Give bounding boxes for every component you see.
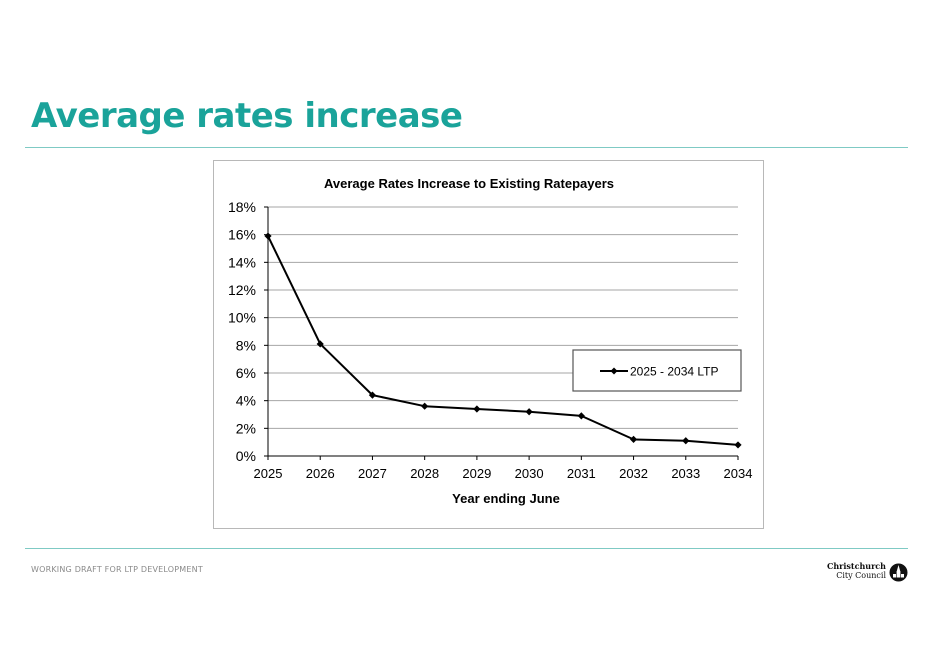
- x-tick-label: 2033: [671, 466, 700, 481]
- x-tick-label: 2031: [567, 466, 596, 481]
- y-tick-labels: 0% 2% 4% 6% 8% 10% 12% 14% 16% 18%: [228, 199, 256, 464]
- x-tick-label: 2029: [462, 466, 491, 481]
- x-tick-label: 2028: [410, 466, 439, 481]
- y-tick-label: 14%: [228, 254, 256, 270]
- data-point-marker: [473, 405, 481, 413]
- y-tick-label: 8%: [236, 337, 256, 353]
- y-tick-label: 12%: [228, 282, 256, 298]
- chart-frame: Average Rates Increase to Existing Ratep…: [213, 160, 764, 529]
- legend: 2025 - 2034 LTP: [572, 349, 742, 392]
- rates-line-chart: Average Rates Increase to Existing Ratep…: [228, 176, 753, 506]
- data-point-marker: [264, 232, 272, 240]
- logo-line-1: Christchurch: [826, 561, 886, 571]
- x-tick-label: 2027: [358, 466, 387, 481]
- council-logo: Christchurch City Council: [824, 562, 908, 584]
- x-tick-labels: 2025 2026 2027 2028 2029 2030 2031 2032 2033 2034: [254, 466, 753, 481]
- y-tick-label: 4%: [236, 393, 256, 409]
- data-point-marker: [421, 402, 429, 410]
- y-tick-label: 16%: [228, 227, 256, 243]
- y-tick-label: 18%: [228, 199, 256, 215]
- footer-note: WORKING DRAFT FOR LTP DEVELOPMENT: [31, 565, 203, 574]
- y-tick-label: 2%: [236, 420, 256, 436]
- x-axis-label: Year ending June: [452, 491, 560, 506]
- slide-title: Average rates increase: [31, 96, 463, 136]
- x-tick-label: 2030: [515, 466, 544, 481]
- data-point-marker: [577, 412, 585, 420]
- axes: [264, 206, 739, 460]
- gridlines: [268, 206, 738, 429]
- legend-label: 2025 - 2034 LTP: [630, 365, 719, 379]
- series-line: [267, 235, 739, 446]
- footer-divider: [25, 548, 908, 549]
- y-tick-label: 0%: [236, 448, 256, 464]
- legend-marker: [610, 367, 618, 375]
- data-point-marker: [525, 408, 533, 416]
- x-tick-label: 2026: [306, 466, 335, 481]
- data-point-marker: [629, 435, 638, 443]
- data-point-marker: [734, 441, 742, 449]
- y-tick-label: 6%: [236, 365, 256, 381]
- y-tick-label: 10%: [228, 310, 256, 326]
- x-tick-label: 2032: [619, 466, 648, 481]
- series-layer: [264, 232, 742, 449]
- logo-line-2: City Council: [836, 571, 886, 580]
- chart-title: Average Rates Increase to Existing Ratep…: [324, 176, 614, 191]
- logo-wordmark: Christchurch City Council: [826, 561, 886, 581]
- title-divider: [25, 147, 908, 148]
- data-point-marker: [682, 437, 690, 445]
- x-tick-label: 2025: [254, 466, 283, 481]
- x-tick-label: 2034: [724, 466, 753, 481]
- cathedral-emblem-icon: [889, 563, 908, 582]
